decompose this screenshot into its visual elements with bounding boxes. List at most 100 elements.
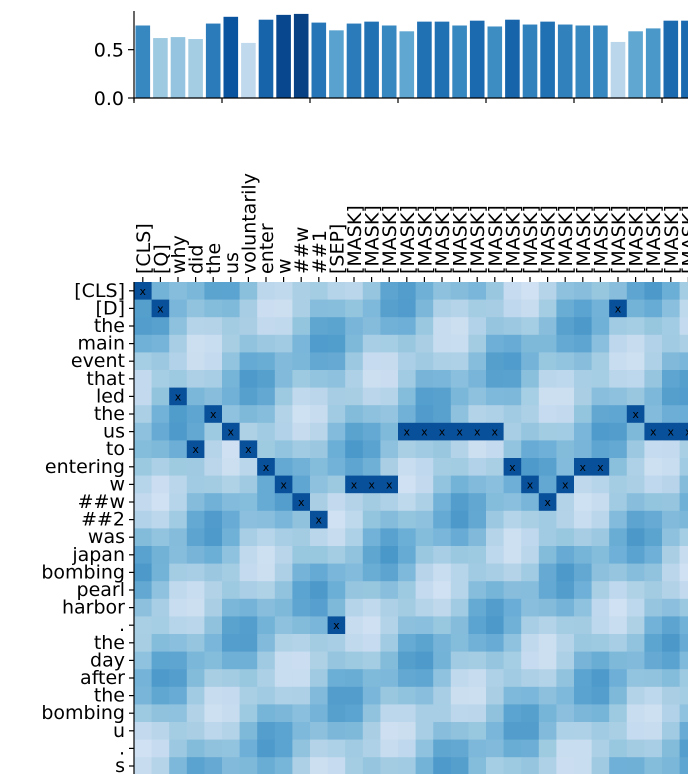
- heatmap-cell: [151, 598, 170, 617]
- heatmap-cell: [468, 493, 487, 512]
- heatmap-cell: [415, 686, 434, 705]
- heatmap-cell: [327, 757, 346, 774]
- heatmap-cell: [486, 440, 504, 459]
- column-label: [MASK]: [485, 205, 507, 274]
- heatmap-cell: [204, 651, 223, 670]
- column-label: [MASK]: [643, 205, 665, 274]
- heatmap-cell: [362, 757, 381, 774]
- heatmap-cell: [362, 282, 381, 300]
- heatmap-cell: [433, 334, 452, 353]
- heatmap-cell: [626, 757, 645, 774]
- heatmap-cell: [574, 651, 592, 670]
- heatmap-cell: [450, 546, 469, 564]
- heatmap-cell: [609, 651, 628, 670]
- heatmap-cell: [468, 440, 487, 459]
- attention-marker: x: [544, 496, 551, 509]
- heatmap-cell: [186, 405, 205, 424]
- heatmap-cell: [450, 440, 469, 459]
- heatmap-cell: [134, 440, 152, 459]
- heatmap-cell: [239, 405, 258, 424]
- heatmap-cell: [327, 440, 346, 459]
- heatmap-cell: [239, 422, 258, 441]
- heatmap-cell: [486, 334, 504, 353]
- heatmap-cell: [503, 722, 522, 740]
- heatmap-cell: [239, 616, 258, 635]
- heatmap-cell: [134, 546, 152, 564]
- heatmap-cell: [362, 686, 381, 705]
- heatmap-cell: [662, 475, 680, 494]
- heatmap-cell: [503, 616, 522, 635]
- row-label: .: [119, 737, 125, 759]
- heatmap-cell: [503, 510, 522, 529]
- attention-marker: x: [263, 461, 270, 474]
- heatmap-cell: [274, 422, 293, 441]
- heatmap-cell: [433, 528, 452, 547]
- heatmap-cell: [609, 686, 628, 705]
- heatmap-cell: [538, 317, 557, 336]
- heatmap-cell: [398, 616, 416, 635]
- heatmap-cell: [415, 634, 434, 652]
- heatmap-cell: [415, 352, 434, 371]
- heatmap-cell: [662, 669, 680, 688]
- heatmap-cell: [679, 528, 688, 547]
- heatmap-cell: [662, 581, 680, 600]
- heatmap-cell: [521, 317, 540, 336]
- heatmap-cell: [521, 299, 540, 318]
- heatmap-cell: [186, 528, 205, 547]
- heatmap-cell: [662, 422, 680, 441]
- heatmap-cell: [433, 440, 452, 459]
- heatmap-cell: [134, 422, 152, 441]
- heatmap-cell: [204, 704, 223, 723]
- heatmap-cell: [204, 616, 223, 635]
- bar: [258, 19, 274, 99]
- row-label: the: [94, 632, 125, 654]
- heatmap-cell: [662, 651, 680, 670]
- heatmap-cell: [186, 387, 205, 406]
- heatmap-cell: [380, 510, 399, 529]
- heatmap-cell: [345, 704, 364, 723]
- heatmap-cell: [257, 704, 276, 723]
- heatmap-cell: [644, 722, 663, 740]
- heatmap-cell: [556, 299, 575, 318]
- heatmap-cell: [380, 563, 399, 582]
- heatmap-cell: [538, 334, 557, 353]
- attention-marker: x: [421, 426, 428, 439]
- heatmap-cell: [239, 282, 258, 300]
- bar: [329, 30, 344, 98]
- heatmap-cell: [468, 299, 487, 318]
- heatmap-cell: [186, 581, 205, 600]
- heatmap-cell: [644, 651, 663, 670]
- heatmap-cell: [310, 475, 328, 494]
- heatmap-cell: [626, 282, 645, 300]
- heatmap-cell: [662, 440, 680, 459]
- heatmap-cell: [134, 282, 152, 300]
- heatmap-cell: [398, 405, 416, 424]
- heatmap-cell: [257, 546, 276, 564]
- heatmap-cell: [503, 475, 522, 494]
- heatmap-cell: [151, 475, 170, 494]
- heatmap-cell: [468, 475, 487, 494]
- heatmap-cell: [151, 510, 170, 529]
- heatmap-cell: [292, 722, 311, 740]
- bar: [241, 42, 256, 98]
- heatmap-cell: [380, 458, 399, 476]
- heatmap-cell: [345, 546, 364, 564]
- row-label: that: [86, 368, 125, 390]
- heatmap-cell: [574, 757, 592, 774]
- heatmap-cell: [591, 722, 610, 740]
- heatmap-cell: [292, 616, 311, 635]
- heatmap-cell: [257, 458, 276, 476]
- column-label: ##w: [291, 227, 313, 274]
- heatmap-cell: [538, 352, 557, 371]
- heatmap-cell: [486, 458, 504, 476]
- heatmap-cell: [503, 651, 522, 670]
- bar: [575, 25, 591, 98]
- column-label: why: [168, 235, 190, 274]
- heatmap-cell: [292, 669, 311, 688]
- heatmap-cell: [327, 651, 346, 670]
- heatmap-cell: [574, 634, 592, 652]
- heatmap-cell: [186, 757, 205, 774]
- heatmap-cell: [503, 757, 522, 774]
- heatmap-cell: [468, 722, 487, 740]
- heatmap-cell: [626, 528, 645, 547]
